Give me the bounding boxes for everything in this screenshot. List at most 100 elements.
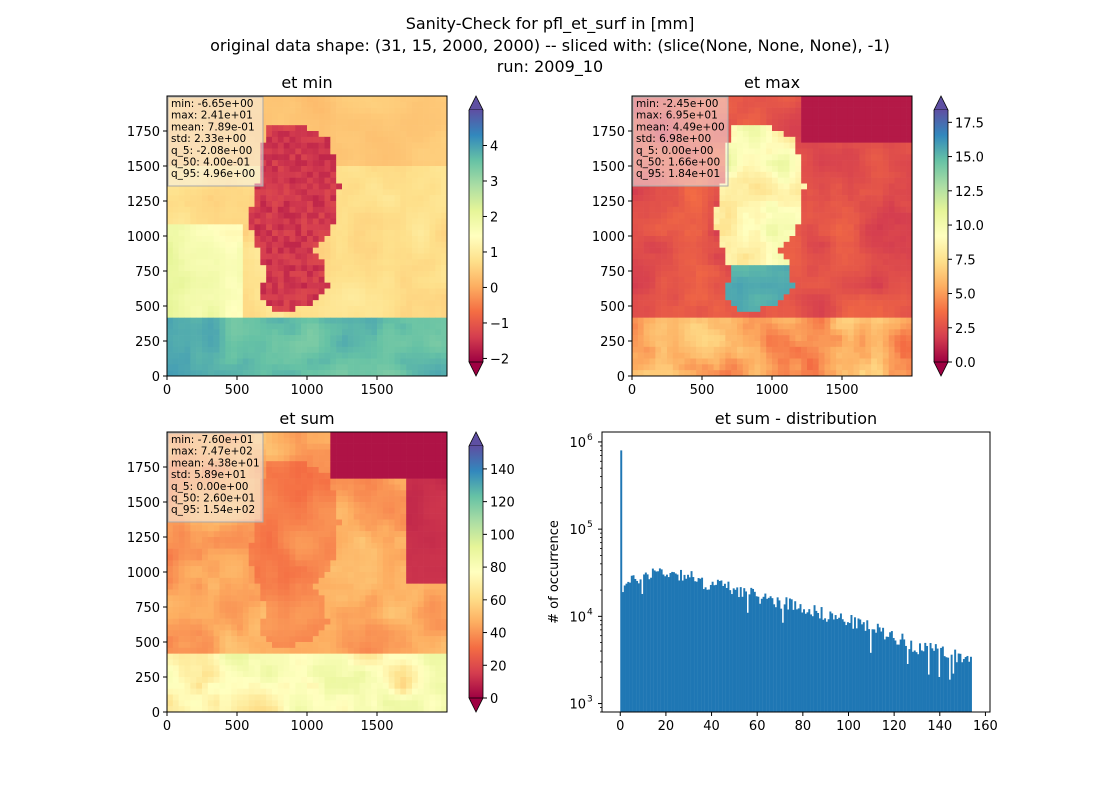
heatmap-cell xyxy=(207,236,214,243)
heatmap-cell xyxy=(742,282,749,289)
heatmap-cell xyxy=(382,288,389,295)
heatmap-cell xyxy=(359,142,366,149)
heatmap-cell xyxy=(807,346,814,353)
heatmap-cell xyxy=(748,160,755,167)
heatmap-cell xyxy=(324,461,331,468)
heatmap-cell xyxy=(359,224,366,231)
heatmap-cell xyxy=(435,119,442,126)
heatmap-cell xyxy=(871,195,878,202)
heatmap-cell xyxy=(400,259,407,266)
heatmap-cell xyxy=(649,189,656,196)
heatmap-cell xyxy=(737,195,744,202)
heatmap-cell xyxy=(696,253,703,260)
heatmap-cell xyxy=(412,206,419,213)
heatmap-cell xyxy=(441,358,447,365)
heatmap-cell xyxy=(789,276,796,283)
heatmap-cell xyxy=(365,154,372,161)
heatmap-cell xyxy=(696,300,703,307)
heatmap-cell xyxy=(783,341,790,348)
heatmap-cell xyxy=(336,253,343,260)
heatmap-cell xyxy=(167,247,174,254)
heatmap-cell xyxy=(882,306,889,313)
heatmap-cell xyxy=(324,455,331,462)
heatmap-cell xyxy=(789,160,796,167)
heatmap-cell xyxy=(353,370,360,376)
heatmap-cell xyxy=(748,317,755,324)
heatmap-cell xyxy=(301,271,308,278)
heatmap-cell xyxy=(807,370,814,376)
heatmap-cell xyxy=(882,96,889,103)
heatmap-cell xyxy=(678,253,685,260)
heatmap-cell xyxy=(225,195,232,202)
heatmap-cell xyxy=(877,230,884,237)
heatmap-cell xyxy=(301,195,308,202)
heatmap-cell xyxy=(266,352,273,359)
heatmap-cell xyxy=(324,154,331,161)
heatmap-cell xyxy=(760,370,767,376)
heatmap-cell xyxy=(690,282,697,289)
heatmap-cell xyxy=(900,370,907,376)
heatmap-cell xyxy=(254,206,261,213)
heatmap-cell xyxy=(312,259,319,266)
heatmap-cell xyxy=(382,276,389,283)
heatmap-cell xyxy=(906,253,912,260)
heatmap-cell xyxy=(842,317,849,324)
heatmap-cell xyxy=(766,265,773,272)
heatmap-cell xyxy=(830,131,837,138)
heatmap-cell xyxy=(336,346,343,353)
heatmap-cell xyxy=(766,125,773,132)
heatmap-cell xyxy=(312,364,319,371)
heatmap-cell xyxy=(719,224,726,231)
heatmap-cell xyxy=(295,160,302,167)
heatmap-cell xyxy=(754,154,761,161)
heatmap-cell xyxy=(359,352,366,359)
heatmap-cell xyxy=(766,335,773,342)
heatmap-cell xyxy=(371,177,378,184)
heatmap-cell xyxy=(400,432,407,439)
heatmap-cell xyxy=(731,311,738,318)
heatmap-cell xyxy=(882,247,889,254)
heatmap-cell xyxy=(836,236,843,243)
heatmap-cell xyxy=(441,218,447,225)
heatmap-cell xyxy=(836,96,843,103)
heatmap-cell xyxy=(894,323,901,330)
heatmap-cell xyxy=(219,212,226,219)
heatmap-cell xyxy=(318,113,325,120)
heatmap-cell xyxy=(406,259,413,266)
heatmap-cell xyxy=(877,224,884,231)
heatmap-cell xyxy=(847,206,854,213)
heatmap-cell xyxy=(441,437,447,444)
heatmap-cell xyxy=(795,288,802,295)
heatmap-cell xyxy=(266,432,273,439)
heatmap-cell xyxy=(301,300,308,307)
heatmap-cell xyxy=(382,154,389,161)
heatmap-cell xyxy=(371,294,378,301)
heatmap-cell xyxy=(777,364,784,371)
heatmap-cell xyxy=(231,329,238,336)
heatmap-cell xyxy=(336,166,343,173)
heatmap-cell xyxy=(882,236,889,243)
heatmap-cell xyxy=(429,335,436,342)
heatmap-cell xyxy=(882,300,889,307)
heatmap-cell xyxy=(719,370,726,376)
heatmap-cell xyxy=(435,136,442,143)
heatmap-cell xyxy=(888,224,895,231)
heatmap-cell xyxy=(295,253,302,260)
heatmap-cell xyxy=(772,101,779,108)
heatmap-cell xyxy=(842,107,849,114)
heatmap-cell xyxy=(178,282,185,289)
heatmap-cell xyxy=(342,341,349,348)
heatmap-cell xyxy=(353,306,360,313)
heatmap-cell xyxy=(225,288,232,295)
heatmap-cell xyxy=(783,206,790,213)
heatmap-cell xyxy=(888,317,895,324)
heatmap-cell xyxy=(365,437,372,444)
heatmap-cell xyxy=(406,177,413,184)
heatmap-cell xyxy=(365,107,372,114)
heatmap-cell xyxy=(289,449,296,456)
heatmap-cell xyxy=(766,358,773,365)
heatmap-cell xyxy=(818,311,825,318)
heatmap-cell xyxy=(330,329,337,336)
heatmap-cell xyxy=(859,259,866,266)
